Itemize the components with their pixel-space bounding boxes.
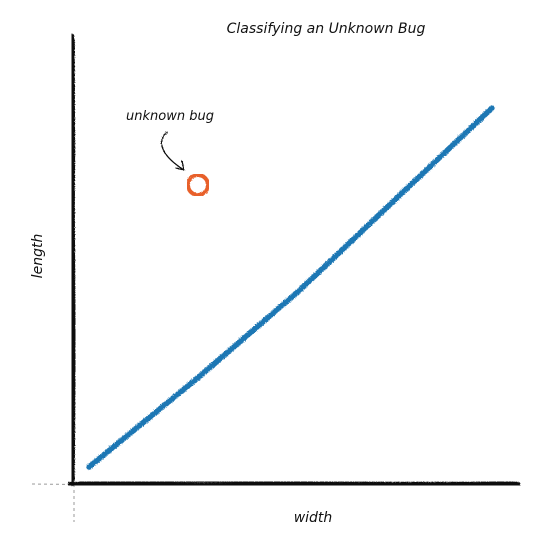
x-axis-line <box>70 484 518 485</box>
arrow-shaft <box>162 132 184 170</box>
y-axis-label: length <box>30 234 46 279</box>
x-axis <box>70 482 518 485</box>
unknown-bug-label: unknown bug <box>126 109 214 124</box>
diagram-title: Classifying an Unknown Bug <box>227 21 426 37</box>
separator-line-path <box>89 108 492 467</box>
y-axis <box>72 36 75 484</box>
separator-line <box>89 108 492 467</box>
x-axis-label: width <box>294 510 333 526</box>
hollow-circle-marker <box>188 175 208 195</box>
unknown-bug-marker <box>188 175 208 195</box>
curved-arrow-icon <box>162 132 184 170</box>
y-axis-line <box>72 36 73 484</box>
axis-guides <box>32 400 120 522</box>
